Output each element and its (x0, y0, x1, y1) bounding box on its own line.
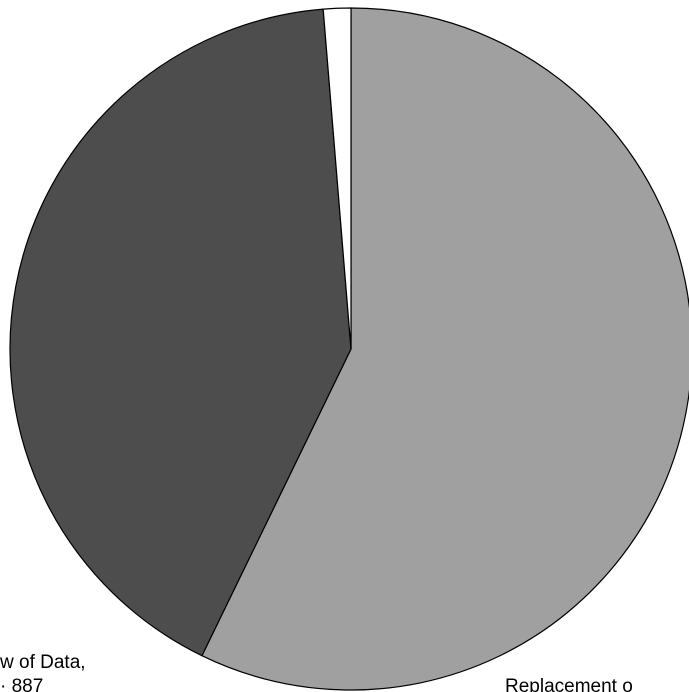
data-label-replacement: Replacement o (505, 676, 633, 692)
data-label-data-flow-line2: · 887 (0, 676, 43, 692)
pie-slice-3 (322, 7, 352, 350)
pie-slices (9, 7, 689, 691)
pie-slice-1 (201, 7, 689, 691)
pie-slice-2 (9, 8, 352, 657)
data-label-data-flow: w of Data, (0, 652, 86, 673)
